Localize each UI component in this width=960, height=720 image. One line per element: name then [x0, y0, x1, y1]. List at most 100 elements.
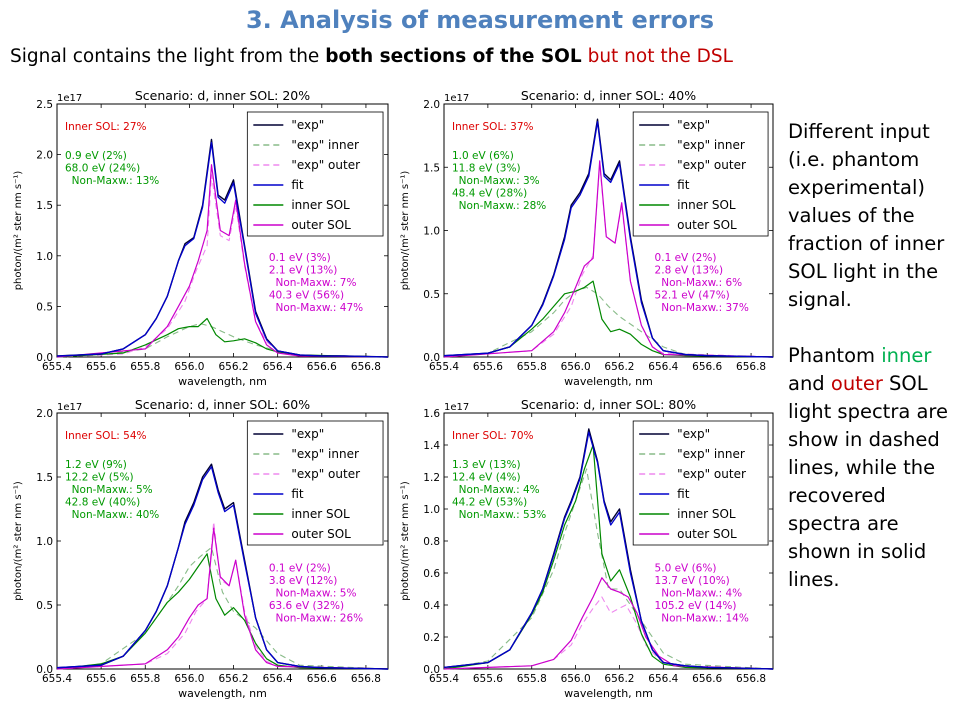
series-line-outersol [56, 527, 389, 670]
x-tick-label: 656.2 [219, 361, 249, 373]
x-tick-label: 656.4 [648, 673, 678, 685]
x-axis-label: wavelength, nm [564, 375, 653, 388]
legend-label: inner SOL [677, 507, 736, 521]
chart-title: Scenario: d, inner SOL: 20% [135, 88, 310, 103]
legend-label: "exp" inner [677, 138, 745, 152]
legend-label: outer SOL [291, 527, 351, 541]
inner-sol-label: Inner SOL: 70% [452, 430, 534, 442]
series-line-expouter [56, 174, 389, 358]
outer-param: 105.2 eV (14%) [655, 600, 737, 612]
outer-param: Non-Maxw.: 7% [269, 277, 357, 289]
legend-box [632, 420, 769, 546]
legend-label: fit [677, 487, 690, 501]
y-tick-label: 0.0 [36, 352, 53, 364]
series-line-fit [56, 466, 389, 670]
y-tick-label: 1.0 [423, 226, 440, 238]
y-tick-label: 2.0 [36, 150, 53, 162]
side-inner-word: inner [881, 344, 932, 367]
x-tick-label: 655.4 [429, 673, 459, 685]
x-tick-label: 656.6 [307, 361, 337, 373]
x-tick-label: 656.4 [263, 361, 293, 373]
inner-param: Non-Maxw.: 4% [452, 484, 540, 496]
inner-param: 12.4 eV (4%) [452, 472, 521, 484]
legend-label: fit [677, 178, 690, 192]
inner-param: Non-Maxw.: 5% [65, 484, 153, 496]
series-line-outersol [443, 160, 774, 358]
series-line-innersol [443, 280, 774, 358]
y-tick-label: 1.5 [36, 472, 53, 484]
legend-label: "exp" [291, 118, 324, 132]
y-tick-label: 1.5 [36, 200, 53, 212]
legend-box [246, 420, 384, 546]
outer-param: 13.7 eV (10%) [655, 575, 730, 587]
inner-param: 1.0 eV (6%) [452, 150, 514, 162]
inner-param: 1.2 eV (9%) [65, 459, 127, 471]
x-tick-label: 655.8 [517, 361, 547, 373]
legend-box [632, 111, 769, 237]
outer-param: Non-Maxw.: 47% [269, 302, 363, 314]
y-tick-label: 1.6 [423, 408, 440, 420]
x-tick-label: 656.0 [174, 361, 204, 373]
chart-3: Scenario: d, inner SOL: 60% 1e17 655.4 655.… [13, 397, 389, 700]
x-axis-label: wavelength, nm [178, 375, 267, 388]
series-line-fit [443, 121, 774, 358]
y-tick-label: 0.0 [36, 664, 53, 676]
inner-param: 68.0 eV (24%) [65, 163, 140, 175]
x-tick-label: 656.8 [736, 361, 766, 373]
x-tick-label: 655.4 [429, 361, 459, 373]
legend-box [246, 111, 384, 237]
outer-param: Non-Maxw.: 4% [655, 588, 743, 600]
x-tick-label: 655.8 [130, 673, 160, 685]
y-axis-label: photon/(m² ster nm s⁻¹) [400, 171, 411, 291]
outer-param: 5.0 eV (6%) [655, 563, 717, 575]
x-tick-label: 656.6 [692, 361, 722, 373]
side-para-2-b: and [788, 372, 831, 395]
legend-label: "exp" outer [677, 158, 746, 172]
x-tick-label: 655.4 [42, 361, 72, 373]
chart-2: Scenario: d, inner SOL: 40% 1e17 655.4 655.… [400, 88, 774, 388]
y-tick-label: 0.0 [423, 664, 440, 676]
x-tick-label: 655.6 [473, 673, 503, 685]
inner-param: Non-Maxw.: 13% [65, 175, 159, 187]
slide-subtitle: Signal contains the light from the both … [10, 46, 733, 67]
chart-4: Scenario: d, inner SOL: 80% 1e17 655.4 655.… [400, 397, 774, 700]
legend-label: "exp" outer [291, 158, 360, 172]
x-tick-label: 656.4 [648, 361, 678, 373]
series-line-innersol [56, 553, 389, 670]
side-para-2-a: Phantom [788, 344, 882, 367]
x-tick-label: 656.8 [351, 673, 381, 685]
inner-param: Non-Maxw.: 28% [452, 200, 546, 212]
outer-param: 0.1 eV (2%) [655, 252, 717, 264]
x-tick-label: 656.8 [351, 361, 381, 373]
y-tick-label: 0.5 [36, 301, 53, 313]
y-tick-label: 1.0 [36, 251, 53, 263]
outer-param: 2.1 eV (13%) [269, 264, 338, 276]
inner-param: 48.4 eV (28%) [452, 188, 527, 200]
legend-label: inner SOL [677, 198, 736, 212]
outer-param: 40.3 eV (56%) [269, 289, 344, 301]
outer-param: 52.1 eV (47%) [655, 289, 730, 301]
y-tick-label: 1.4 [423, 440, 440, 452]
series-line-expinner [443, 468, 774, 670]
series-line-fit [443, 431, 774, 670]
subtitle-red: but not the DSL [581, 46, 733, 67]
chart-title: Scenario: d, inner SOL: 60% [135, 397, 310, 412]
inner-param: Non-Maxw.: 53% [452, 509, 546, 521]
legend-label: "exp" outer [291, 467, 360, 481]
legend-label: fit [291, 178, 304, 192]
outer-param: 0.1 eV (2%) [269, 563, 331, 575]
legend-label: "exp" inner [291, 138, 359, 152]
legend-label: "exp" [677, 427, 710, 441]
y-tick-label: 1.2 [423, 472, 440, 484]
x-tick-label: 656.6 [692, 673, 722, 685]
series-line-expouter [443, 596, 774, 670]
inner-sol-label: Inner SOL: 27% [65, 121, 147, 133]
y-axis-label: photon/(m² ster nm s⁻¹) [400, 481, 411, 601]
side-para-1: Different input (i.e. phantom experiment… [788, 120, 945, 311]
y-tick-label: 1.0 [423, 504, 440, 516]
side-para-2-c: SOL light spectra are show in dashed lin… [788, 372, 949, 591]
subtitle-part1: Signal contains the light from the [10, 46, 326, 67]
side-para-2: Phantom inner and outer SOL light spectr… [788, 342, 958, 594]
series-line-outersol [443, 577, 774, 670]
